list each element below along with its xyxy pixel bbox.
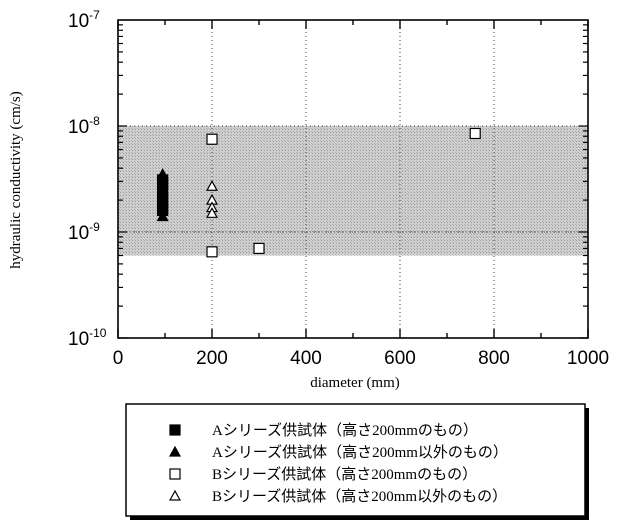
y-tick-label: 10-7 [68, 8, 100, 32]
x-tick-label: 400 [290, 348, 322, 369]
data-point-open-square [206, 246, 218, 258]
data-point-filled-triangle [156, 168, 169, 179]
legend-marker-filled-triangle [168, 445, 182, 457]
grid [118, 20, 588, 338]
data-point-open-square [469, 127, 481, 140]
legend-marker-open-square [169, 468, 181, 480]
legend-label: Bシリーズ供試体（高さ200mmのもの） [212, 466, 477, 483]
legend-label: Aシリーズ供試体（高さ200mmのもの） [212, 422, 478, 439]
legend-marker-open-triangle [168, 489, 182, 501]
legend-marker-filled-square [169, 424, 181, 436]
data-point-open-square [253, 242, 265, 255]
y-axis-label: hydraulic conductivity (cm/s) [8, 91, 24, 268]
shaded-band [118, 126, 588, 256]
legend-label: Aシリーズ供試体（高さ200mm以外のもの） [212, 444, 508, 461]
y-tick-labels: 10-7 10-8 10-9 10-10 [68, 8, 107, 350]
ticks [117, 20, 589, 339]
x-tick-labels: 0 200 400 600 800 1000 [113, 348, 609, 369]
x-tick-label: 800 [478, 348, 510, 369]
data-point-filled-triangle [156, 210, 169, 222]
data-point-open-triangle [205, 180, 219, 191]
x-tick-label: 0 [113, 348, 124, 369]
data-points [156, 127, 481, 258]
x-tick-label: 600 [384, 348, 416, 369]
legend-label: Bシリーズ供試体（高さ200mm以外のもの） [212, 488, 507, 505]
legend-box [125, 403, 586, 517]
x-tick-label: 1000 [567, 348, 609, 369]
x-tick-label: 200 [196, 348, 228, 369]
y-tick-label: 10-9 [68, 220, 100, 244]
data-point-open-triangle [205, 207, 219, 218]
x-axis-label: diameter (mm) [310, 375, 400, 391]
legend: Aシリーズ供試体（高さ200mmのもの） Aシリーズ供試体（高さ200mm以外のも… [125, 403, 589, 520]
y-tick-label: 10-10 [68, 326, 107, 350]
y-tick-label: 10-8 [68, 114, 100, 138]
data-point-open-square [206, 133, 218, 145]
